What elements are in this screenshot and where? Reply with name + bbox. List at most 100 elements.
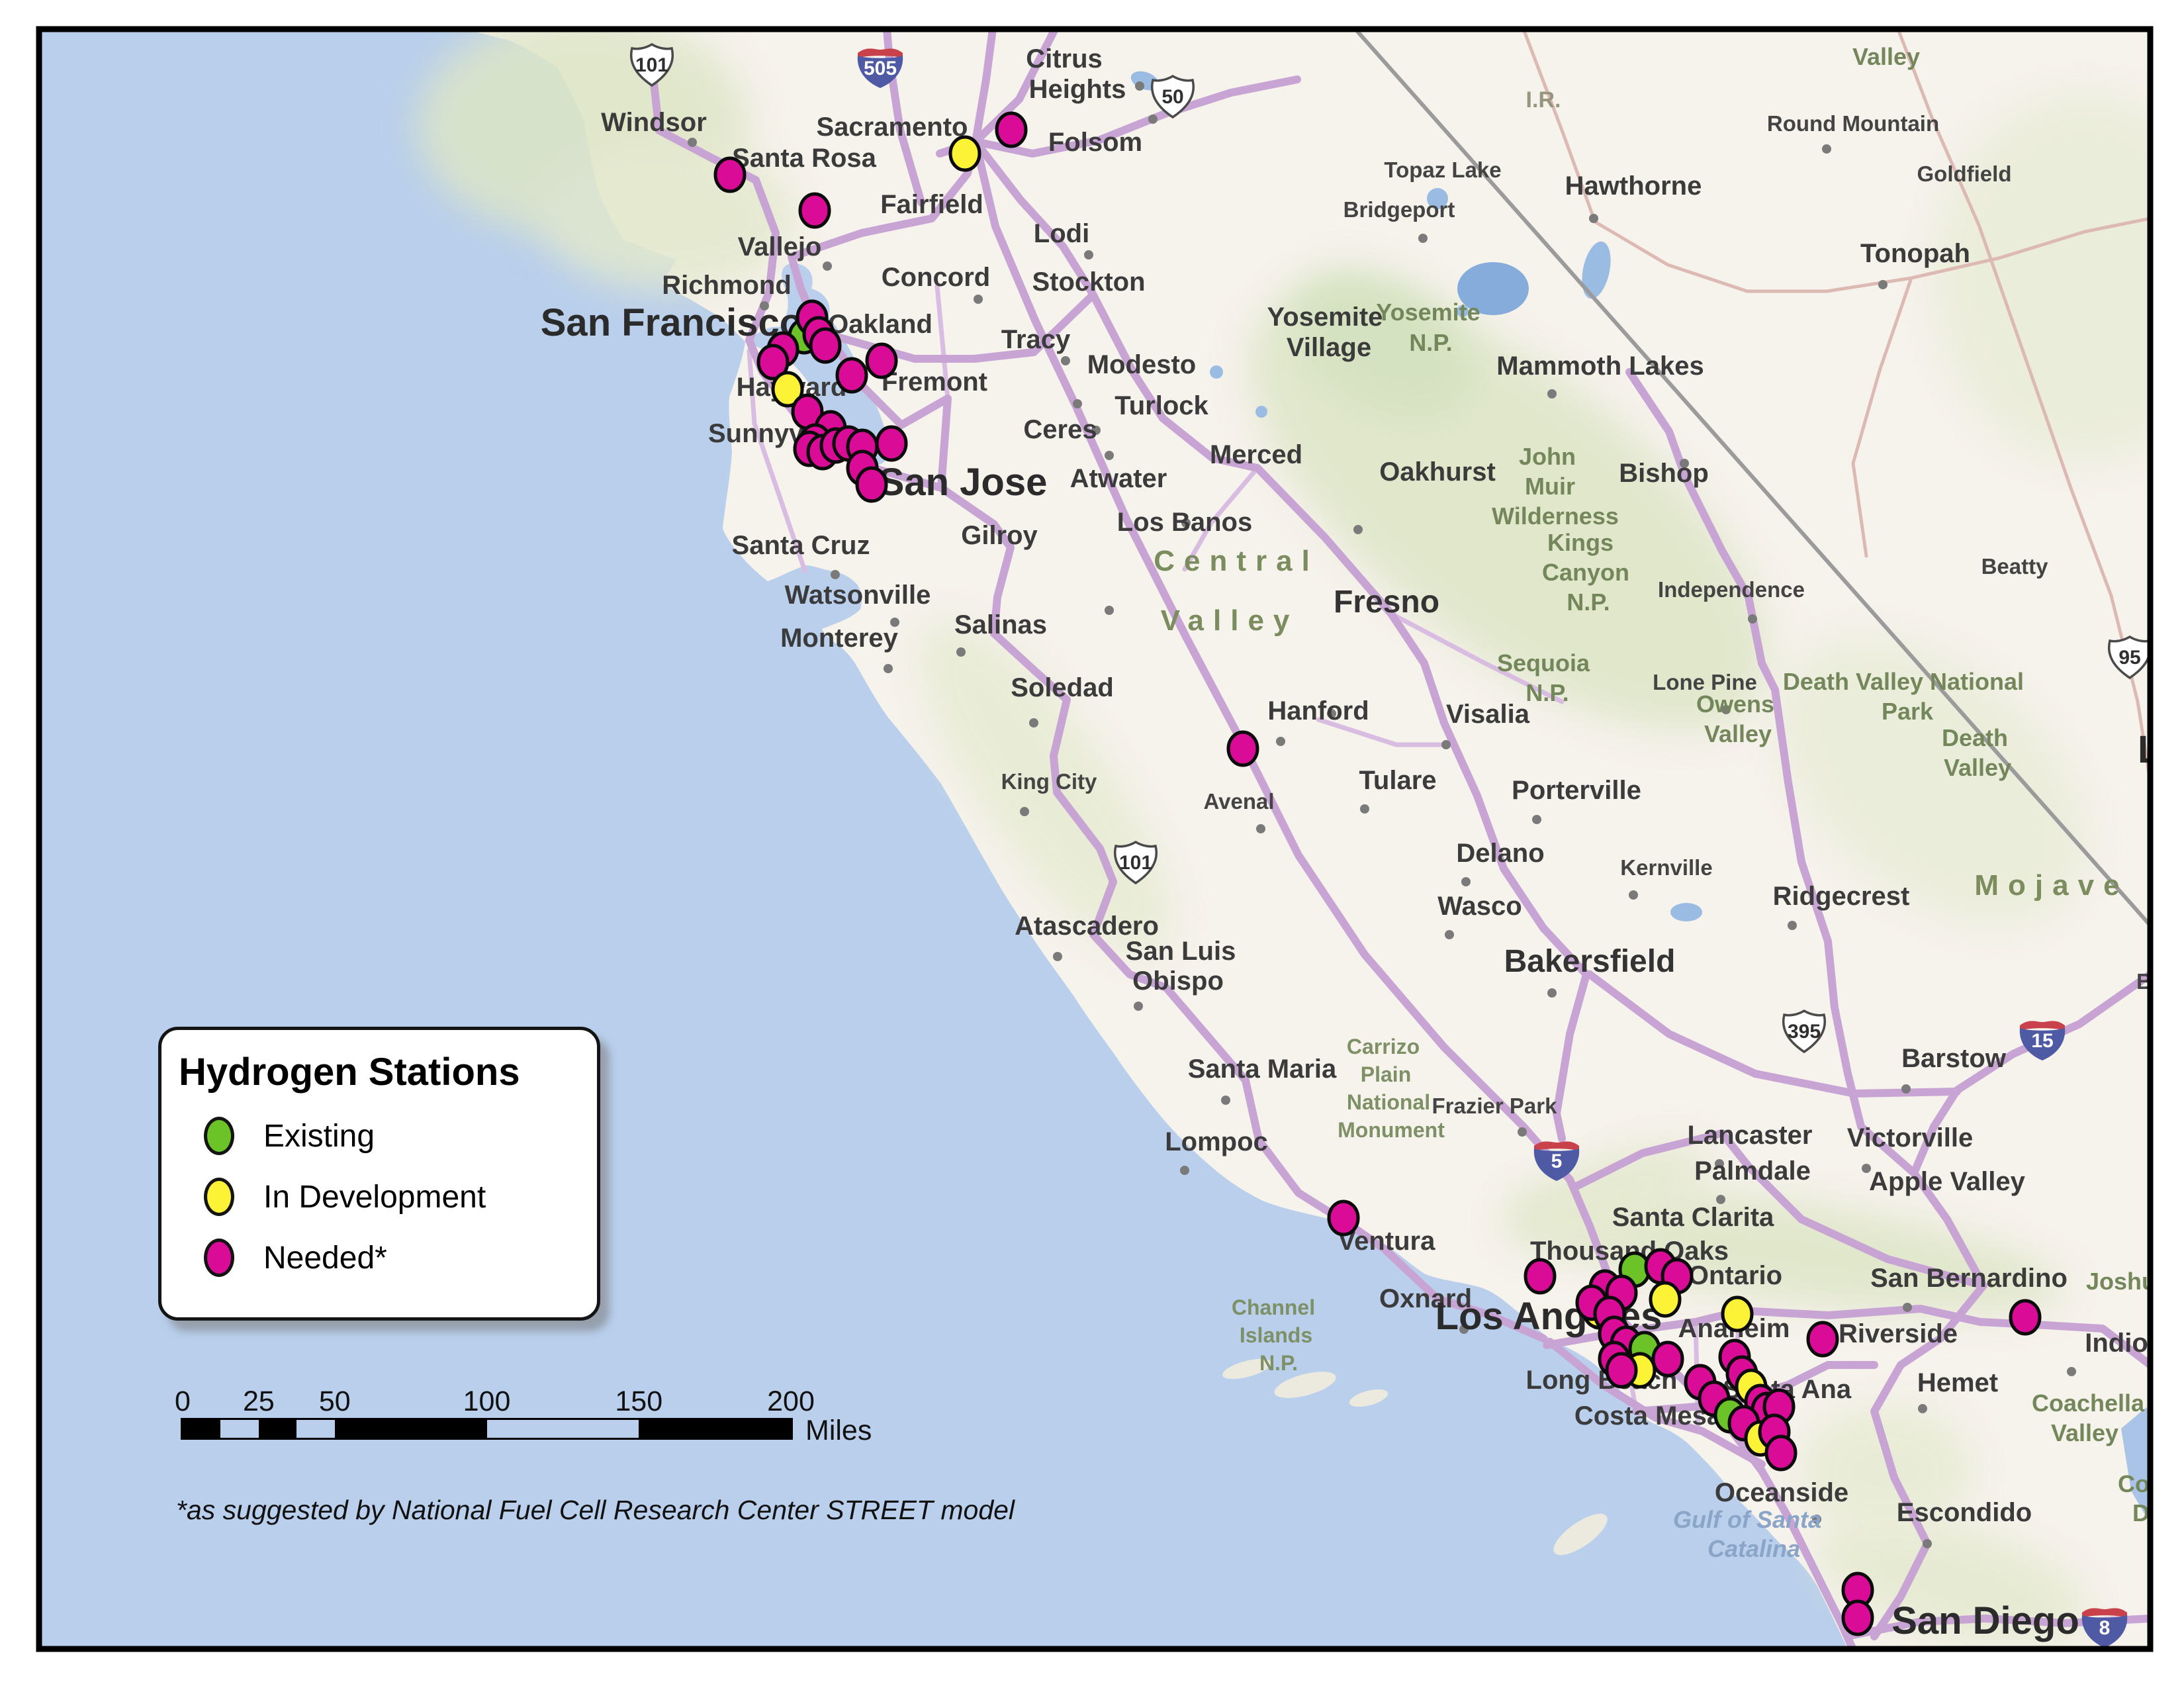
map-label-san-francisco: San Francisco [541, 301, 803, 344]
city-marker-dot [1461, 877, 1471, 886]
map-label-concord: Concord [882, 263, 990, 292]
city-marker-dot [823, 261, 832, 271]
map-label-santa-maria: Santa Maria [1188, 1055, 1337, 1084]
svg-text:395: 395 [1788, 1021, 1821, 1043]
city-marker-dot [1629, 890, 1638, 900]
map-label-costa-mesa: Costa Mesa [1574, 1401, 1722, 1430]
city-marker-dot [1091, 426, 1101, 435]
us-route-shield-395-icon: 395 [1782, 1009, 1827, 1054]
map-label-soledad: Soledad [1011, 673, 1114, 702]
route-shields-layer: 101 505 50 95 101 395 15 5 8 [629, 42, 2150, 1648]
us-route-shield-101-icon: 101 [1113, 840, 1158, 885]
map-label-vallejo: Vallejo [738, 232, 822, 261]
scale-segment [296, 1420, 334, 1438]
map-label-monterey: Monterey [780, 624, 899, 653]
svg-text:95: 95 [2118, 647, 2140, 669]
walker-lake [1582, 241, 1611, 299]
city-marker-dot [1256, 824, 1265, 833]
city-marker-dot [1053, 952, 1062, 961]
scale-segment [258, 1420, 297, 1438]
city-marker-dot [1135, 81, 1144, 91]
map-label-gulf-of-santa: Gulf of Santa [1673, 1506, 1821, 1533]
map-label-hanford: Hanford [1267, 696, 1369, 726]
map-label-los-banos: Los Banos [1117, 508, 1252, 537]
svg-text:5: 5 [1551, 1150, 1563, 1172]
city-marker-dot [956, 647, 966, 657]
city-marker-dot [1716, 1195, 1725, 1204]
map-label-national: National [1347, 1090, 1430, 1114]
map-label-atwater: Atwater [1070, 464, 1167, 493]
map-label-oxnard: Oxnard [1379, 1284, 1472, 1313]
map-label-i-r: I.R. [1526, 87, 1561, 113]
scale-tick-0: 0 [175, 1385, 191, 1417]
scale-segment [487, 1420, 639, 1438]
map-label-indio: Indio [2085, 1329, 2148, 1358]
city-marker-dot [1418, 234, 1428, 243]
svg-text:50: 50 [1161, 86, 1183, 108]
svg-text:8: 8 [2099, 1617, 2111, 1639]
map-label-joshua-tr: Joshua Tr [2086, 1268, 2184, 1295]
city-marker-dot [1441, 740, 1451, 749]
city-marker-dot [1680, 459, 1689, 468]
city-marker-dot [1327, 709, 1336, 718]
map-label-santa-clarita: Santa Clarita [1612, 1203, 1774, 1232]
station-dot-needed [835, 357, 868, 394]
map-label-atascadero: Atascadero [1015, 912, 1159, 941]
city-marker-dot [1459, 1325, 1469, 1334]
map-label-death: Death [1942, 724, 2008, 751]
scale-tick-150: 150 [615, 1385, 663, 1417]
interstate-shield-15-icon: 15 [2019, 1021, 2066, 1060]
map-label-merced: Merced [1210, 440, 1302, 469]
map-label-valley: Valley [1852, 43, 1920, 70]
map-frame [36, 26, 2154, 1652]
scale-segment [639, 1420, 791, 1438]
map-label-monument: Monument [1338, 1118, 1445, 1142]
scale-segment [183, 1420, 221, 1438]
map-label-islands: Islands [1240, 1323, 1312, 1347]
map-label-bake: Bake [2136, 969, 2184, 994]
city-marker-dot [1276, 737, 1285, 746]
map-label-bridgeport: Bridgeport [1343, 197, 1455, 222]
map-label-kings: Kings [1547, 529, 1614, 556]
map-label-des: Des [2132, 1499, 2176, 1526]
scale-tick-100: 100 [463, 1385, 511, 1417]
station-dot-needed [1226, 730, 1259, 767]
legend-label-needed: Needed* [263, 1240, 387, 1276]
map-label-sacramento: Sacramento [817, 113, 968, 142]
map-label-colo: Colo [2118, 1470, 2171, 1497]
desert-roads [1522, 29, 2150, 783]
city-marker-dot [2067, 1367, 2076, 1376]
ca-nv-border [1353, 29, 2150, 927]
legend-item-needed: Needed* [204, 1239, 597, 1277]
map-label-apple-valley: Apple Valley [1869, 1167, 2025, 1196]
map-label-n-p: N.P. [1525, 679, 1569, 706]
us-route-shield-95-icon: 95 [2107, 635, 2150, 680]
map-label-hawthorne: Hawthorne [1565, 171, 1702, 201]
station-dot-needed [713, 156, 747, 193]
map-label-hemet: Hemet [1917, 1368, 1998, 1397]
map-label-lancaster: Lancaster [1688, 1121, 1813, 1150]
topaz-lake [1427, 188, 1448, 209]
map-label-muir: Muir [1525, 473, 1575, 500]
city-marker-dot [1105, 606, 1114, 615]
map-label-valley: Valley [2051, 1419, 2118, 1446]
map-label-valley: Valley [1704, 720, 1772, 747]
map-label-ridgecrest: Ridgecrest [1773, 882, 1910, 911]
map-label-richmond: Richmond [662, 271, 792, 300]
city-marker-dot [1353, 525, 1363, 534]
map-label-plain: Plain [1361, 1062, 1411, 1086]
city-marker-dot [1029, 718, 1038, 727]
map-label-channel: Channel [1232, 1295, 1315, 1319]
legend-item-in-development: In Development [204, 1178, 597, 1216]
station-dot-needed [1524, 1258, 1557, 1295]
map-label-coachella: Coachella [2032, 1389, 2145, 1417]
map-label-n-p: N.P. [1409, 329, 1452, 356]
map-label-death-valley-national: Death Valley National [1783, 668, 2024, 695]
interstate-shield-505-icon: 505 [857, 48, 903, 88]
map-label-n-p: N.P. [1567, 588, 1610, 616]
city-marker-dot [1715, 1159, 1724, 1168]
map-label-santa-rosa: Santa Rosa [732, 144, 877, 173]
legend: Hydrogen Stations Existing In Developmen… [158, 1027, 600, 1321]
